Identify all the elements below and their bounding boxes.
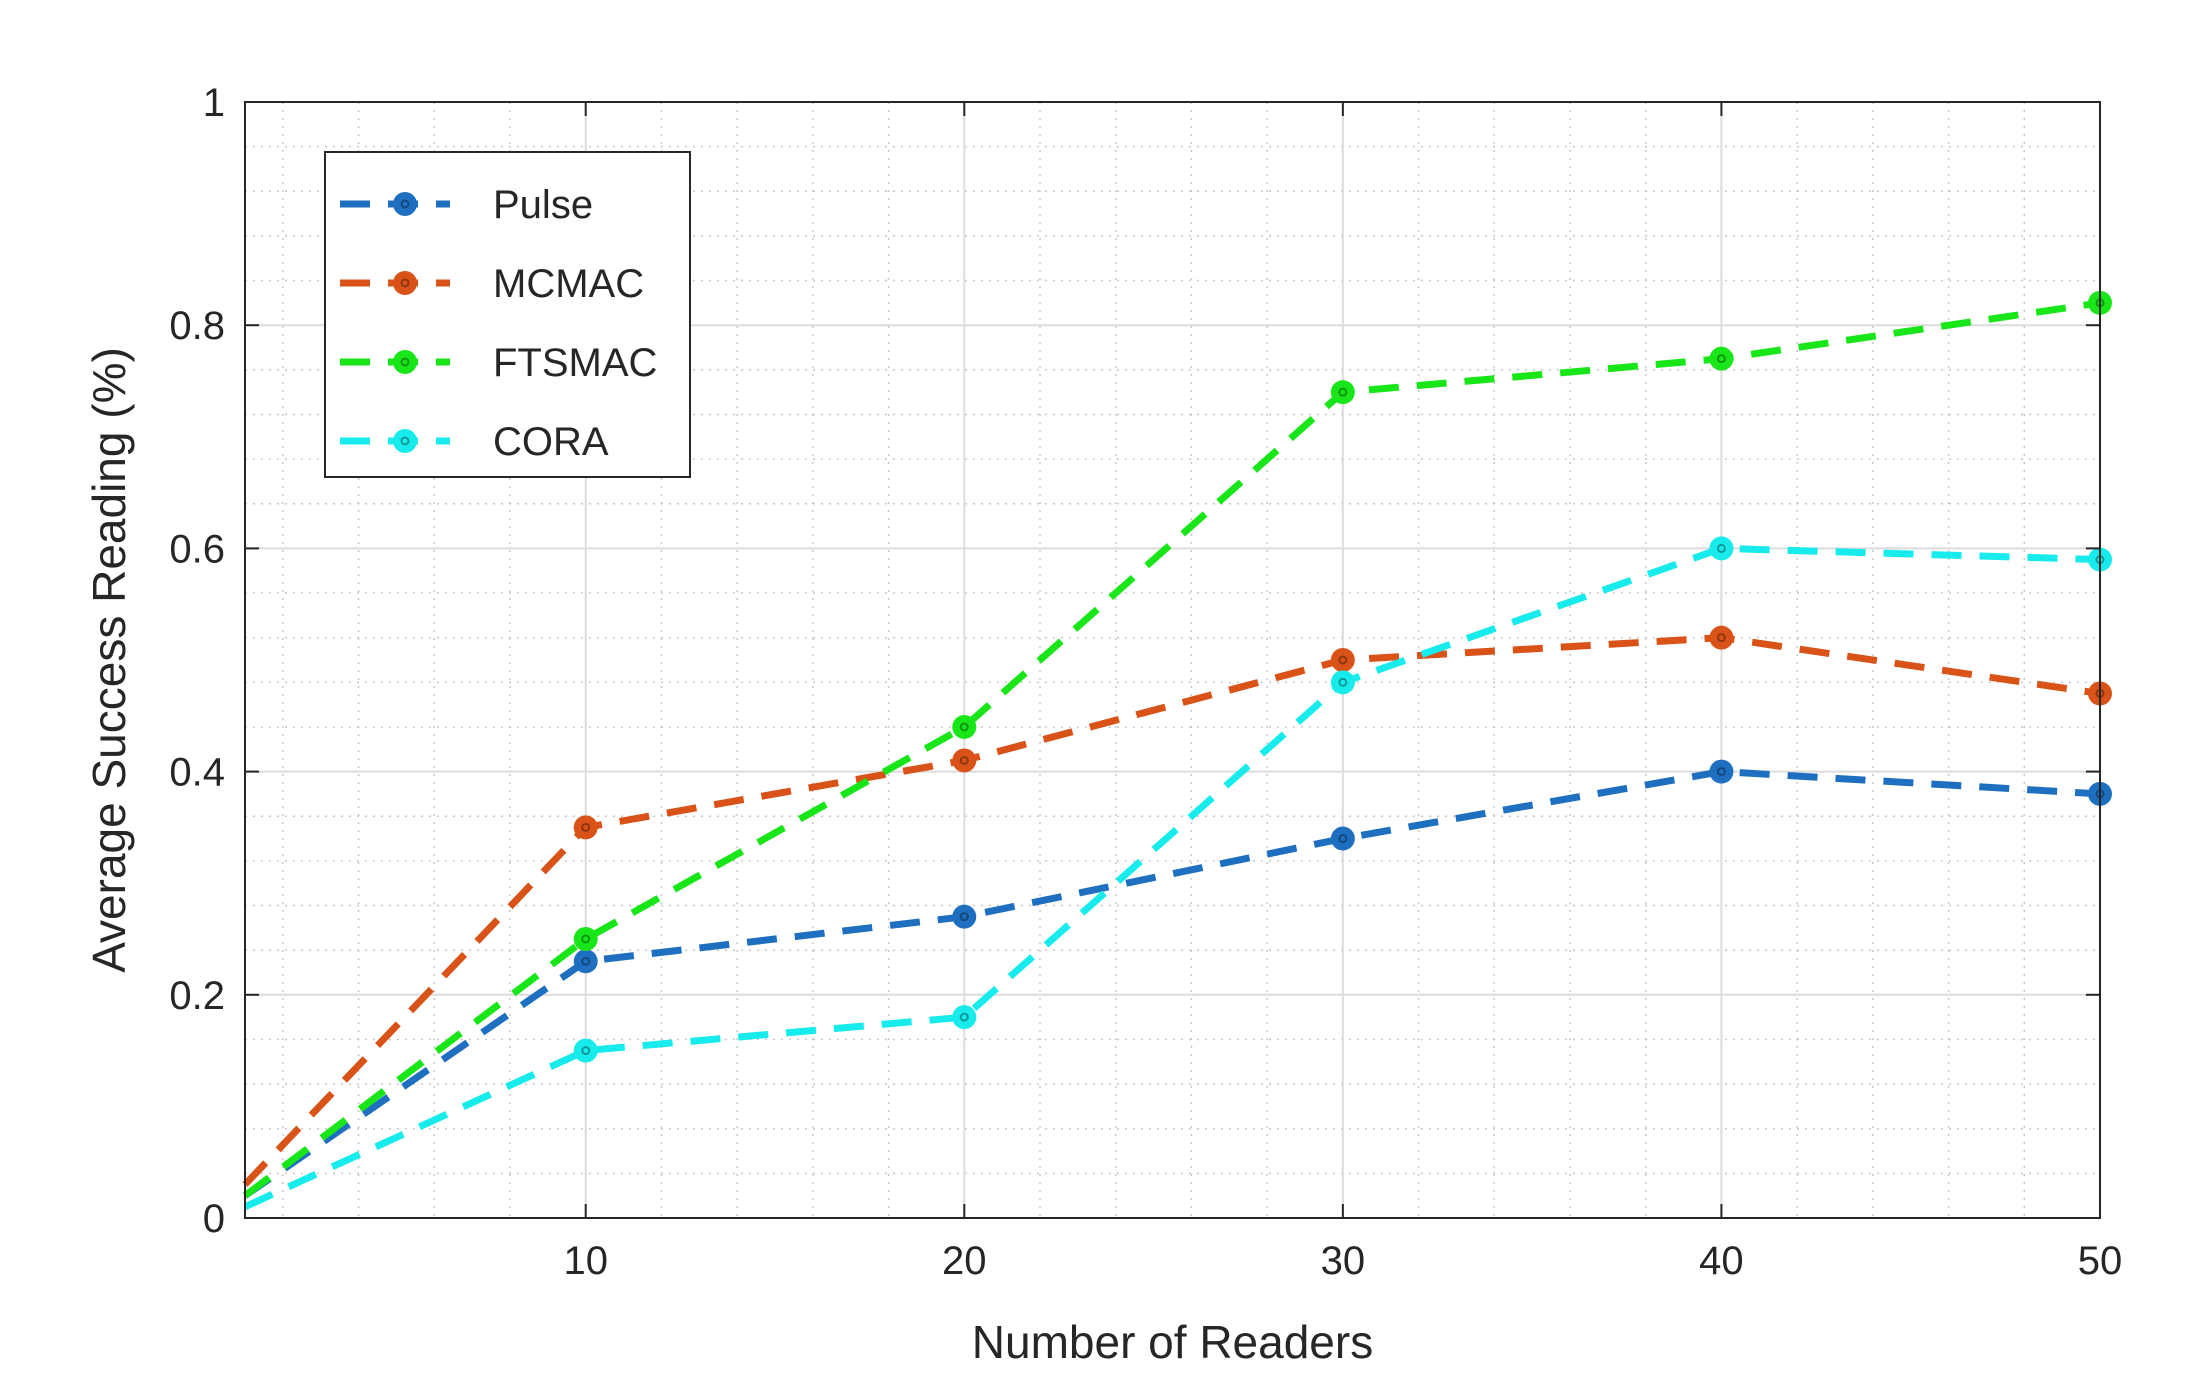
y-tick-label: 0.6 [169,527,225,571]
series-line-pulse [243,768,2101,1199]
series-line-mcmac [242,634,2101,1187]
legend-item-cora: CORA [340,420,609,464]
series-line-ftsmac [242,299,2101,1199]
data-point-center-ftsmac [581,934,591,944]
tick-layer [245,101,2101,1219]
data-point-center-cora [1716,543,1726,553]
legend-box [324,151,691,478]
legend-label-cora: CORA [493,420,609,464]
legend-marker-center-pulse [400,199,410,209]
data-point-center-ftsmac [1716,354,1726,364]
y-tick-label: 0.2 [169,974,225,1018]
legend-label-pulse: Pulse [493,183,593,227]
series-layer [242,290,2112,1211]
legend-item-mcmac: MCMAC [340,262,644,306]
data-point-center-pulse [581,956,591,966]
series-line-cora [243,544,2101,1211]
legend-marker-center-cora [400,436,410,446]
data-point-center-pulse [1338,834,1348,844]
legend-item-pulse: Pulse [340,183,593,227]
x-tick-label: 10 [563,1239,608,1283]
x-tick-label: 50 [2078,1239,2123,1283]
x-tick-label: 30 [1321,1239,1366,1283]
data-point-center-cora [959,1012,969,1022]
series-cora [243,536,2112,1211]
legend-label-mcmac: MCMAC [493,262,644,306]
data-point-center-ftsmac [1338,387,1348,397]
series-mcmac [242,625,2112,1187]
data-point-center-cora [581,1046,591,1056]
plot-frame [244,101,2101,1219]
data-point-center-mcmac [1338,655,1348,665]
data-point-center-pulse [959,912,969,922]
data-point-center-mcmac [581,822,591,832]
tick-labels: 10 20 30 40 50 0 0.2 0.4 0.6 0.8 1 [169,81,2122,1283]
legend-label-ftsmac: FTSMAC [493,341,657,385]
x-tick-label: 40 [1699,1239,1744,1283]
data-point-center-pulse [1716,767,1726,777]
legend-marker-center-mcmac [400,278,410,288]
legend: Pulse MCMAC FTSMAC CORA [324,151,691,478]
y-tick-label: 0 [203,1197,225,1241]
y-tick-label: 0.4 [169,751,225,795]
y-tick-label: 0.8 [169,304,225,348]
y-axis-label: Average Success Reading (%) [83,347,135,973]
legend-marker-center-ftsmac [400,357,410,367]
data-point-center-cora [1338,677,1348,687]
legend-item-ftsmac: FTSMAC [340,341,657,385]
data-point-center-ftsmac [959,722,969,732]
data-point-center-mcmac [959,755,969,765]
y-tick-label: 1 [203,81,225,125]
x-tick-label: 20 [942,1239,987,1283]
data-point-center-mcmac [1716,633,1726,643]
x-axis-label: Number of Readers [972,1316,1373,1368]
